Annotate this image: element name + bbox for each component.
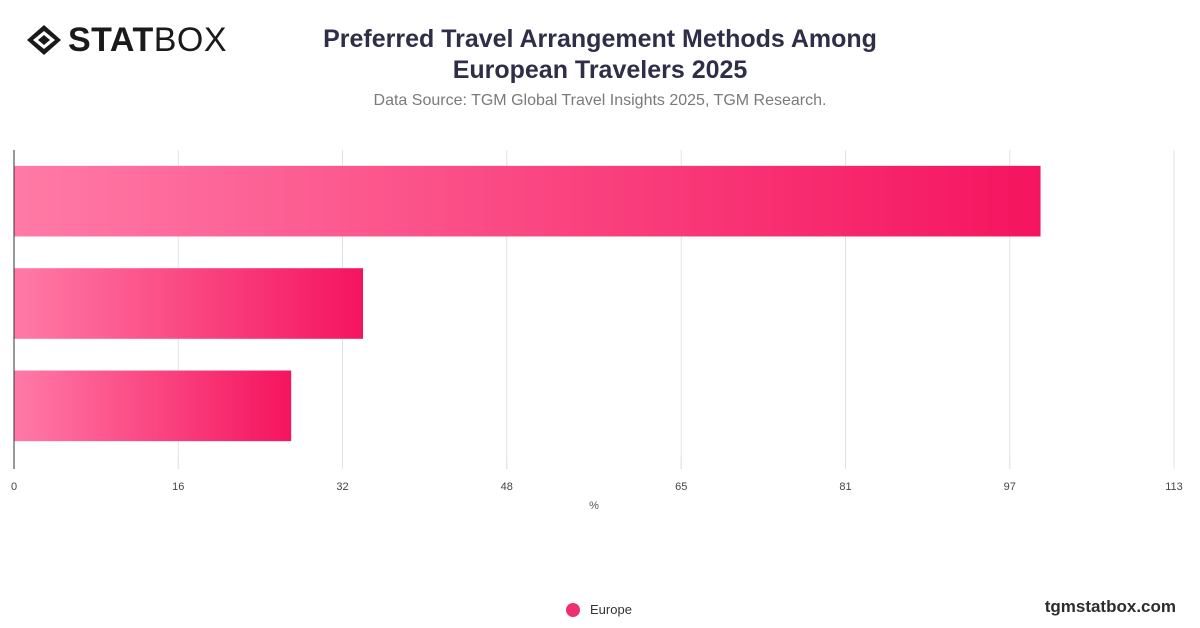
x-tick-label: 32	[336, 481, 348, 493]
x-tick-label: 16	[172, 481, 184, 493]
legend-swatch	[566, 602, 580, 617]
bar-europe-3[interactable]	[14, 370, 292, 442]
chart-title-line-1: Preferred Travel Arrangement Methods Amo…	[323, 25, 877, 53]
bars	[14, 165, 1041, 442]
legend[interactable]: Europe	[566, 602, 632, 617]
chart-title: Preferred Travel Arrangement Methods Amo…	[300, 24, 900, 86]
x-tick-label: 48	[501, 481, 513, 493]
logo-wordmark-light: BOX	[153, 21, 228, 59]
x-tick-label: 81	[839, 481, 851, 493]
statbox-logo-icon	[27, 25, 61, 55]
chart-title-line-2: European Travelers 2025	[452, 56, 748, 84]
logo-wordmark: STATBOX	[68, 22, 227, 58]
legend-label-europe: Europe	[590, 602, 632, 617]
bar-europe-1[interactable]	[14, 165, 1041, 237]
bar-europe-2[interactable]	[14, 268, 364, 339]
x-axis-label: %	[589, 500, 599, 512]
statbox-logo: STATBOX	[26, 22, 227, 58]
x-tick-label: 0	[11, 481, 17, 493]
logo-wordmark-bold: STAT	[68, 21, 154, 59]
x-tick-label: 113	[1165, 481, 1183, 493]
chart-subtitle: Data Source: TGM Global Travel Insights …	[373, 92, 827, 109]
site-url[interactable]: tgmstatbox.com	[1044, 597, 1176, 616]
x-tick-label: 97	[1004, 481, 1016, 493]
x-tick-label: 65	[675, 481, 687, 493]
x-tick-labels: 0 16 32 48 65 81 97 113	[11, 481, 1183, 493]
